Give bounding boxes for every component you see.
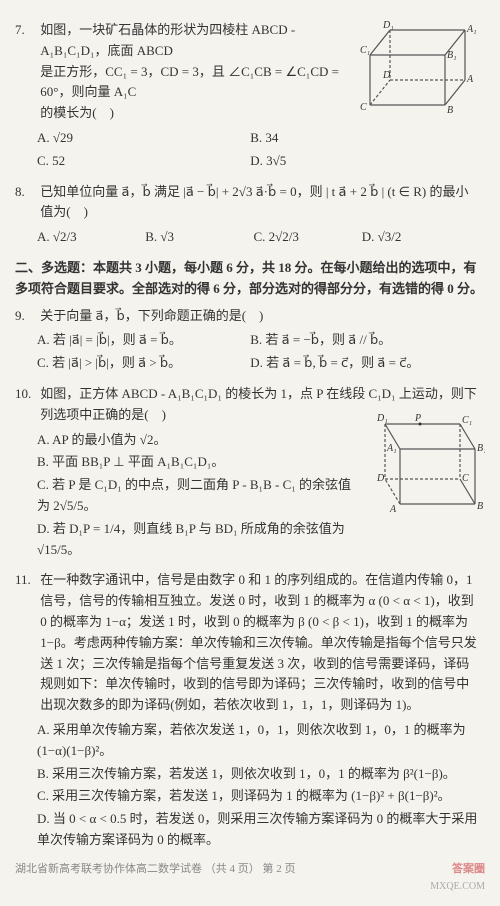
option-d: D. 当 0 < α < 0.5 时，若发送 0，则采用三次传输方案译码为 0 … [37, 809, 485, 851]
options: A. √2/3 B. √3 C. 2√2/3 D. √3/2 [37, 227, 485, 248]
option-a: A. √2/3 [37, 227, 142, 248]
problem-10: D₁PC₁ A₁B₁ DC AB 10. 如图，正方体 ABCD - A₁B₁C… [15, 384, 485, 560]
option-c: C. 2√2/3 [254, 227, 359, 248]
brand-logo: 答案圈 [452, 863, 485, 875]
svg-text:D₁: D₁ [382, 20, 394, 31]
option-b: B. 采用三次传输方案，若发送 1，则依次收到 1，0，1 的概率为 β²(1−… [37, 764, 485, 785]
section-header: 二、多选题：本题共 3 小题，每小题 6 分，共 18 分。在每小题给出的选项中… [15, 258, 485, 300]
option-a: A. 若 |a⃗| = |b⃗|，则 a⃗ = b⃗。 [37, 330, 247, 351]
svg-text:A: A [466, 74, 474, 85]
problem-text: 在一种数字通讯中，信号是由数字 0 和 1 的序列组成的。在信道内传输 0，1 … [40, 570, 480, 716]
option-d: D. 若 D₁P = 1/4，则直线 B₁P 与 BD₁ 所成角的余弦值为 √1… [37, 519, 357, 561]
option-d: D. √3/2 [362, 227, 467, 248]
problem-9: 9. 关于向量 a⃗，b⃗，下列命题正确的是( ) A. 若 |a⃗| = |b… [15, 306, 485, 374]
option-b: B. 34 [250, 130, 278, 145]
svg-text:A₁: A₁ [386, 443, 397, 454]
option-c: C. 若 |a⃗| > |b⃗|，则 a⃗ > b⃗。 [37, 353, 247, 374]
option-d: D. 若 a⃗ = b⃗, b⃗ = c⃗，则 a⃗ = c⃗。 [250, 355, 419, 370]
brand-url: MXQE.COM [430, 881, 485, 892]
option-c: C. 52 [37, 151, 247, 172]
options: A. 若 |a⃗| = |b⃗|，则 a⃗ = b⃗。 B. 若 a⃗ = −b… [37, 330, 485, 374]
svg-text:B₁: B₁ [447, 50, 457, 61]
problem-11: 11. 在一种数字通讯中，信号是由数字 0 和 1 的序列组成的。在信道内传输 … [15, 570, 485, 850]
svg-text:D₁: D₁ [376, 413, 388, 424]
problem-text: 已知单位向量 a⃗，b⃗ 满足 |a⃗ − b⃗| + 2√3 a⃗·b⃗ = … [40, 182, 480, 224]
svg-text:B₁: B₁ [477, 443, 485, 454]
line: 如图，一块矿石晶体的形状为四棱柱 ABCD - A₁B₁C₁D₁，底面 ABCD [40, 22, 295, 58]
line: 是正方形，CC₁ = 3，CD = 3，且 ∠C₁CB = ∠C₁CD = 60… [40, 64, 339, 100]
option-c: C. 若 P 是 C₁D₁ 的中点，则二面角 P - B₁B - C₁ 的余弦值… [37, 475, 357, 517]
svg-text:D: D [376, 473, 385, 484]
options: A. AP 的最小值为 √2。 B. 平面 BB₁P ⊥ 平面 A₁B₁C₁D₁… [37, 430, 357, 561]
svg-text:C₁: C₁ [462, 415, 472, 426]
option-a: A. √29 [37, 128, 247, 149]
problem-text: 关于向量 a⃗，b⃗，下列命题正确的是( ) [40, 306, 480, 327]
svg-text:A: A [389, 504, 397, 515]
problem-7: D₁ A₁ B₁ C₁ D A B C 7. 如图，一块矿石晶体的形状为四棱柱 ABCD… [15, 20, 485, 172]
option-b: B. √3 [145, 227, 250, 248]
option-a: A. 采用单次传输方案，若依次发送 1，0，1，则依次收到 1，0，1 的概率为… [37, 720, 485, 762]
svg-text:A₁: A₁ [466, 24, 477, 35]
option-b: B. 平面 BB₁P ⊥ 平面 A₁B₁C₁D₁。 [37, 452, 357, 473]
line: 的模长为( ) [40, 105, 114, 120]
problem-8: 8. 已知单位向量 a⃗，b⃗ 满足 |a⃗ − b⃗| + 2√3 a⃗·b⃗… [15, 182, 485, 248]
option-c: C. 采用三次传输方案，若发送 1，则译码为 1 的概率为 (1−β)² + β… [37, 786, 485, 807]
footer-text: 湖北省新高考联考协作体高二数学试卷 （共 4 页） 第 2 页 [15, 861, 296, 879]
problem-text: 如图，一块矿石晶体的形状为四棱柱 ABCD - A₁B₁C₁D₁，底面 ABCD… [40, 20, 340, 124]
option-d: D. 3√5 [250, 153, 286, 168]
problem-number: 7. [15, 20, 37, 41]
svg-text:C₁: C₁ [360, 45, 370, 56]
problem-number: 11. [15, 570, 37, 591]
svg-text:B: B [447, 105, 453, 115]
svg-text:C: C [360, 102, 367, 113]
option-a: A. AP 的最小值为 √2。 [37, 430, 357, 451]
problem-number: 10. [15, 384, 37, 405]
svg-text:P: P [414, 413, 421, 424]
page-footer: 湖北省新高考联考协作体高二数学试卷 （共 4 页） 第 2 页 答案圈 MXQE… [15, 861, 485, 896]
svg-text:B: B [477, 501, 483, 512]
figure-cube-q10: D₁ P C₁ A₁ B₁ D C A B [365, 409, 485, 526]
options: A. √29 B. 34 C. 52 D. 3√5 [37, 128, 485, 172]
problem-number: 9. [15, 306, 37, 327]
option-b: B. 若 a⃗ = −b⃗，则 a⃗ // b⃗。 [250, 332, 391, 347]
problem-number: 8. [15, 182, 37, 203]
figure-prism-q7: D₁ A₁ B₁ C₁ D A B C [355, 20, 485, 122]
svg-text:C: C [462, 473, 469, 484]
options: A. 采用单次传输方案，若依次发送 1，0，1，则依次收到 1，0，1 的概率为… [37, 720, 485, 851]
svg-text:D: D [382, 70, 391, 81]
